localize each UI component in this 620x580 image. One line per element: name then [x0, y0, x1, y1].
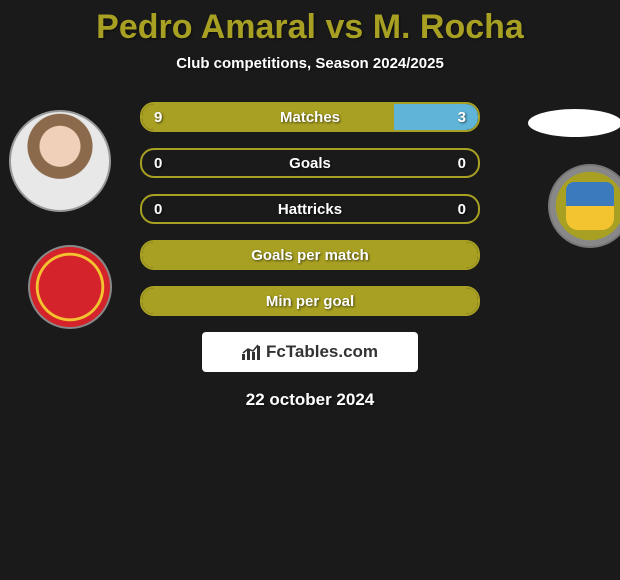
watermark-text: FcTables.com: [266, 342, 378, 362]
stat-value-right: 3: [458, 109, 466, 126]
stat-row: Min per goal: [140, 286, 480, 316]
page-title: Pedro Amaral vs M. Rocha: [0, 0, 620, 47]
player1-avatar: [9, 110, 111, 212]
club1-badge: [28, 245, 112, 329]
stat-label: Min per goal: [142, 293, 478, 310]
stat-row: 0Goals0: [140, 148, 480, 178]
stat-row: 0Hattricks0: [140, 194, 480, 224]
club2-badge: [548, 164, 620, 248]
comparison-panel: 9Matches30Goals00Hattricks0Goals per mat…: [0, 102, 620, 410]
stat-label: Matches: [142, 109, 478, 126]
stat-label: Hattricks: [142, 201, 478, 218]
stat-label: Goals: [142, 155, 478, 172]
date-label: 22 october 2024: [0, 390, 620, 410]
stat-row: 9Matches3: [140, 102, 480, 132]
stat-value-right: 0: [458, 155, 466, 172]
chart-icon: [242, 344, 262, 360]
stat-bars: 9Matches30Goals00Hattricks0Goals per mat…: [140, 102, 480, 316]
subtitle: Club competitions, Season 2024/2025: [0, 55, 620, 72]
stat-row: Goals per match: [140, 240, 480, 270]
watermark: FcTables.com: [202, 332, 418, 372]
player2-avatar: [528, 109, 620, 137]
stat-label: Goals per match: [142, 247, 478, 264]
stat-value-right: 0: [458, 201, 466, 218]
